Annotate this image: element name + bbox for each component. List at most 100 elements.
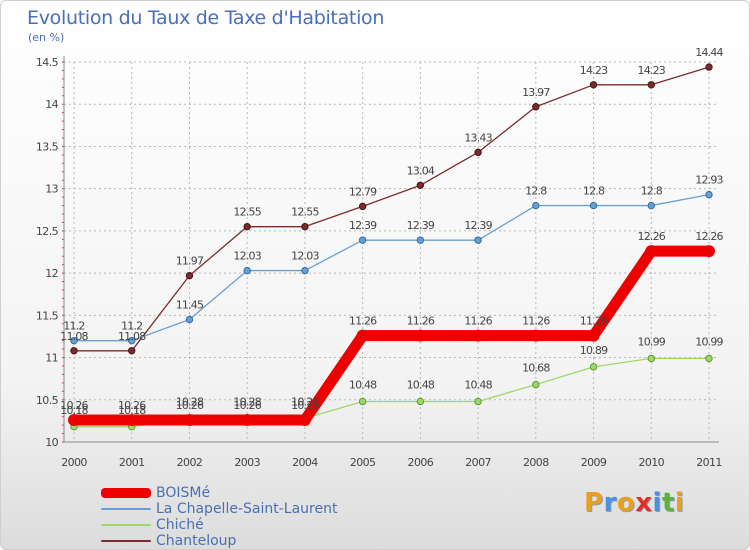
proxiti-logo: Proxiti [584, 488, 684, 518]
y-tick-label: 14 [45, 98, 58, 111]
data-point [70, 347, 78, 355]
data-label: 12.03 [233, 250, 261, 263]
data-point [298, 414, 311, 427]
logo-letter: i [652, 488, 662, 518]
legend-label: BOISMé [156, 485, 211, 501]
data-point [589, 81, 598, 89]
x-tick-label: 2002 [177, 456, 203, 469]
data-label: 10.28 [291, 395, 319, 408]
x-tick-label: 2001 [119, 456, 145, 469]
data-label: 12.55 [233, 206, 261, 219]
x-tick-label: 2003 [234, 456, 260, 469]
data-label: 11.26 [580, 315, 608, 328]
data-label: 13.43 [464, 131, 492, 144]
y-tick-label: 14.5 [36, 56, 59, 69]
data-point [705, 190, 713, 199]
data-point [70, 336, 78, 345]
y-tick-label: 12.5 [36, 225, 59, 238]
data-point [416, 397, 425, 406]
data-point [243, 222, 251, 231]
y-tick-label: 13 [45, 183, 58, 196]
data-point [589, 363, 598, 371]
data-point [183, 414, 196, 427]
data-label: 10.26 [118, 399, 146, 412]
x-tick-label: 2006 [408, 456, 434, 469]
data-label: 14.44 [695, 46, 723, 59]
data-label: 11.08 [60, 330, 88, 343]
data-point [128, 347, 136, 355]
data-point [416, 236, 425, 244]
data-point [414, 329, 427, 342]
data-label: 13.04 [407, 164, 435, 177]
data-point [532, 380, 540, 389]
x-tick-label: 2005 [350, 456, 376, 469]
data-point [358, 236, 367, 244]
data-point [68, 414, 80, 427]
x-tick-label: 2000 [61, 456, 87, 469]
data-label: 12.79 [349, 185, 377, 198]
data-label: 10.68 [522, 362, 550, 375]
legend-swatch [101, 508, 151, 510]
data-point [301, 222, 309, 231]
data-label: 10.26 [176, 399, 204, 412]
x-tick-label: 2008 [523, 456, 549, 469]
logo-letter: r [603, 488, 617, 518]
data-label: 12.8 [641, 185, 663, 198]
data-label: 12.39 [407, 219, 435, 232]
y-tick-label: 11.5 [36, 309, 59, 322]
data-label: 12.93 [695, 174, 723, 187]
data-point [474, 148, 482, 157]
data-label: 10.28 [176, 395, 204, 408]
data-point [358, 202, 367, 211]
data-label: 11.26 [464, 315, 492, 328]
logo-letter: i [674, 488, 685, 518]
data-point [587, 329, 600, 342]
chart-title: Evolution du Taux de Taxe d'Habitation [27, 7, 385, 29]
y-tick-label: 11 [45, 352, 58, 365]
data-label: 11.97 [176, 255, 204, 268]
data-label: 11.2 [121, 320, 142, 333]
logo-letter: P [584, 488, 604, 518]
data-point [358, 397, 367, 406]
data-point [128, 336, 136, 345]
data-point [301, 266, 309, 275]
data-point [647, 201, 655, 210]
data-label: 11.45 [176, 299, 204, 312]
line-chart: 10 10.5 11 11.5 12 12.5 13 13.5 14 14.5 2000 2001 20… [36, 46, 724, 469]
data-label: 12.55 [291, 206, 319, 219]
data-point [185, 271, 194, 280]
logo-letter: t [661, 488, 675, 518]
data-label: 10.99 [638, 335, 666, 348]
x-tick-label: 2004 [292, 456, 318, 469]
data-label: 10.28 [233, 395, 261, 408]
data-label: 10.26 [291, 399, 319, 412]
data-label: 12.39 [464, 219, 492, 232]
data-point [645, 245, 658, 258]
legend-label: La Chapelle-Saint-Laurent [156, 501, 338, 517]
data-label: 12.8 [525, 185, 547, 198]
series-line [74, 193, 710, 342]
legend-swatch [101, 540, 151, 542]
data-point [241, 414, 254, 427]
legend-label: Chiché [156, 517, 204, 533]
data-point [703, 245, 715, 258]
data-label: 10.99 [695, 335, 723, 348]
data-label: 12.8 [583, 185, 605, 198]
data-label: 10.26 [233, 399, 261, 412]
data-label: 11.26 [522, 315, 550, 328]
data-point [416, 181, 425, 189]
data-label: 12.26 [638, 230, 666, 243]
x-tick-label: 2007 [465, 456, 491, 469]
data-point [474, 397, 482, 406]
y-tick-label: 13.5 [36, 140, 59, 153]
data-label: 10.48 [349, 378, 377, 391]
data-label: 10.18 [118, 404, 146, 417]
data-point [472, 329, 485, 342]
unit-label: (en %) [28, 31, 65, 44]
data-label: 11.08 [118, 330, 146, 343]
data-point [532, 201, 540, 210]
data-label: 14.23 [580, 64, 608, 77]
x-tick-label: 2011 [696, 456, 722, 469]
x-tick-label: 2010 [638, 456, 664, 469]
